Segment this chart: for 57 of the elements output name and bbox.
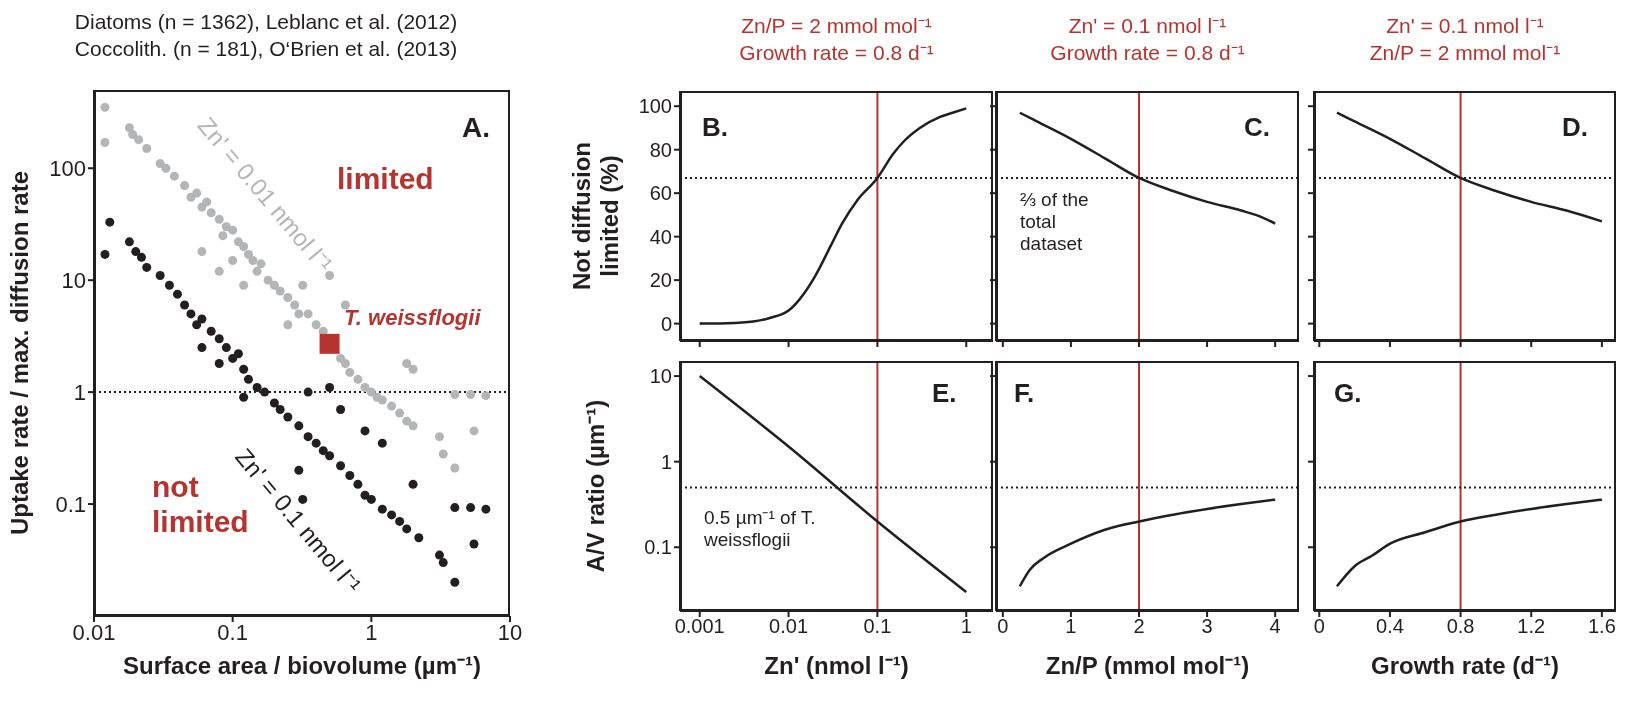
y-tick-label: 0.1 [55,491,86,517]
x-tick-label: 3 [1201,615,1213,638]
chart-subtitle: Zn/P = 2 mmol mol⁻¹ [1369,41,1561,64]
x-tick-label: 0.01 [72,619,116,645]
y-axis-title: A/V ratio (µm⁻¹) [582,399,609,573]
y-axis-title: Not diffusion limited (%) [568,141,624,292]
x-axis-title: Zn/P (mmol mol⁻¹) [1044,651,1251,681]
series-label: T. weissflogii [344,305,481,331]
x-tick-label: 0 [997,615,1009,638]
chart-subtitle: Coccolith. (n = 181), O‘Brien et al. (2013) [73,36,459,62]
x-tick-label: 4 [1269,615,1281,638]
x-tick-label: 1.2 [1517,615,1546,638]
x-tick-label: 0.8 [1446,615,1475,638]
x-tick-label: 1 [1065,615,1077,638]
x-tick-label: 0.1 [217,619,248,645]
annotation: 0.5 µm⁻¹ of T. weissflogii [704,507,817,551]
y-axis-title: Uptake rate / max. diffusion rate [7,169,34,538]
x-tick-label: 0 [1313,615,1325,638]
x-tick-label: 2 [1133,615,1145,638]
y-tick-label: 100 [638,95,672,118]
x-tick-label: 0.1 [863,615,892,638]
y-tick-label: 1 [73,379,86,405]
y-tick-label: 100 [49,156,86,182]
x-tick-label: 1 [960,615,972,638]
annotation: limited [337,162,434,197]
chart-title: Zn' = 0.1 nmol l⁻¹ [1386,14,1544,37]
chart-subtitle: Growth rate = 0.8 d⁻¹ [1050,41,1245,64]
chart-subtitle: Growth rate = 0.8 d⁻¹ [739,41,934,64]
annotation: G. [1334,378,1362,409]
annotation: B. [702,112,728,143]
annotation: A. [462,112,490,145]
chart-title: Diatoms (n = 1362), Leblanc et al. (2012) [73,9,459,35]
annotation: ⅔ of the total dataset [1020,189,1090,255]
y-tick-label: 60 [649,182,672,205]
x-tick-label: 1.6 [1587,615,1616,638]
y-tick-label: 0.1 [644,536,672,559]
x-axis-title: Zn' (nmol l⁻¹) [763,651,910,681]
chart-title: Zn/P = 2 mmol mol⁻¹ [741,14,932,37]
x-tick-label: 0.001 [674,615,725,638]
annotation: F. [1014,378,1035,409]
x-tick-label: 1 [365,619,378,645]
annotation: C. [1244,112,1270,143]
y-tick-label: 20 [649,269,672,292]
y-tick-label: 10 [649,365,672,388]
y-tick-label: 1 [660,450,672,473]
y-tick-label: 10 [61,267,86,293]
x-axis-title: Surface area / biovolume (µm⁻¹) [122,651,482,681]
y-tick-label: 80 [649,138,672,161]
chart-title: Zn' = 0.1 nmol l⁻¹ [1068,14,1227,37]
y-tick-label: 0 [660,312,672,335]
x-axis-title: Growth rate (d⁻¹) [1370,651,1560,681]
y-tick-label: 40 [649,225,672,248]
x-tick-label: 10 [497,619,523,645]
annotation: D. [1562,112,1588,143]
x-tick-label: 0.01 [769,615,809,638]
annotation: E. [932,378,957,409]
x-tick-label: 0.4 [1376,615,1404,638]
